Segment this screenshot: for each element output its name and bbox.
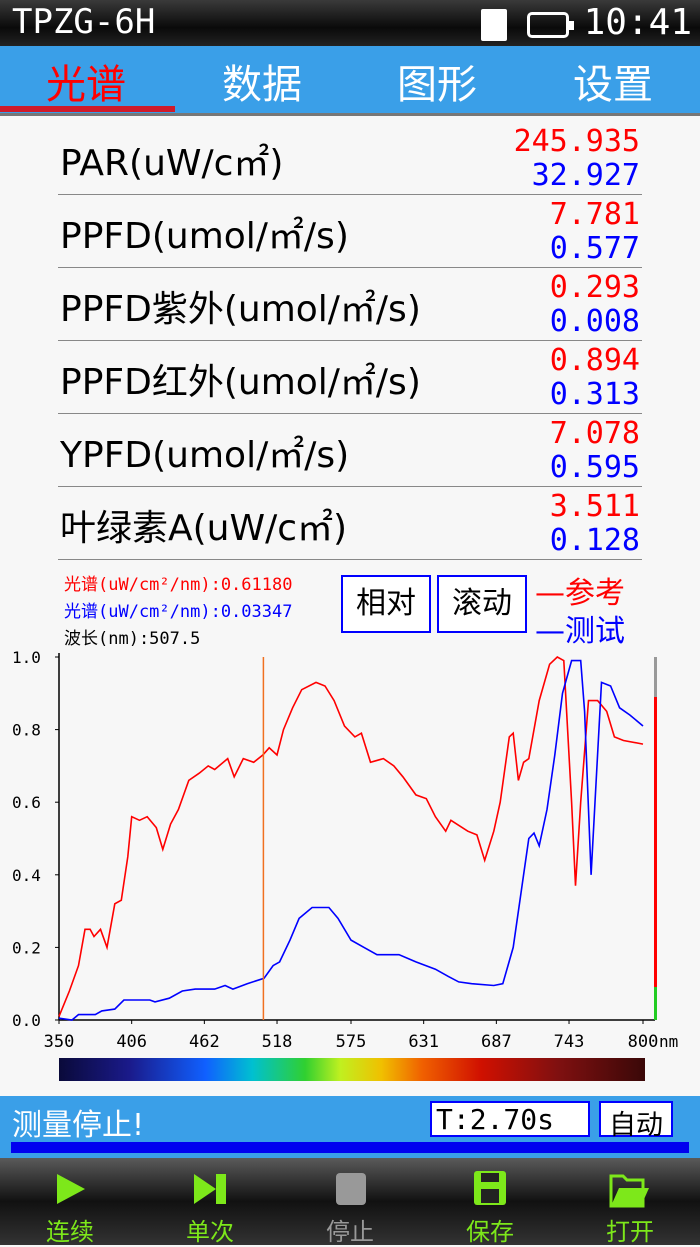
- scroll-indicator-mid: [654, 697, 657, 987]
- active-tab-indicator: [0, 106, 175, 112]
- legend-test: —测试: [535, 614, 625, 649]
- measurement-row: PAR(uW/c㎡) 245.935 32.927: [58, 122, 642, 195]
- x-tick-label: 406: [116, 1032, 147, 1052]
- reference-value: 0.894: [549, 343, 640, 378]
- stop-icon: [336, 1173, 366, 1205]
- y-tick-label: 0.8: [12, 721, 41, 740]
- battery-icon: [527, 12, 574, 38]
- open-button[interactable]: 打开: [570, 1158, 690, 1246]
- test-value: 0.595: [549, 450, 640, 485]
- x-tick-label: 743: [554, 1032, 585, 1052]
- save-label: 保存: [466, 1218, 514, 1246]
- measurement-row: PPFD红外(umol/㎡/s) 0.894 0.313: [58, 341, 642, 414]
- x-unit-label: nm: [659, 1032, 678, 1051]
- x-tick-label: 350: [44, 1032, 75, 1052]
- reference-value: 7.078: [549, 416, 640, 451]
- scroll-indicator-top: [654, 657, 657, 697]
- x-tick-label: 518: [262, 1032, 293, 1052]
- relative-button[interactable]: 相对: [341, 575, 431, 633]
- x-tick-label: 462: [189, 1032, 220, 1052]
- measurement-label: PAR(uW/c㎡): [60, 143, 284, 184]
- measurement-row: YPFD(umol/㎡/s) 7.078 0.595: [58, 414, 642, 487]
- test-value: 0.577: [549, 231, 640, 266]
- reference-value: 0.293: [549, 270, 640, 305]
- series-line-reference: [58, 656, 644, 1017]
- measurement-row: PPFD紫外(umol/㎡/s) 0.293 0.008: [58, 268, 642, 341]
- tab-data[interactable]: 数据: [222, 62, 302, 108]
- y-tick-label: 0.0: [12, 1011, 41, 1030]
- cursor-test-value: 光谱(uW/cm²/nm):0.03347: [64, 602, 293, 622]
- x-tick-label: 575: [336, 1032, 367, 1052]
- single-button[interactable]: 单次: [150, 1158, 270, 1246]
- series-line-test: [58, 659, 644, 1021]
- y-tick-label: 1.0: [12, 648, 41, 667]
- reference-value: 3.511: [549, 489, 640, 524]
- scroll-indicator-bottom: [654, 987, 657, 1020]
- spectrum-chart[interactable]: 0.0 0.2 0.4 0.6 0.8 1.0 350 406 462 518 575 631 687 7…: [0, 640, 700, 1090]
- continuous-button[interactable]: 连续: [10, 1158, 130, 1246]
- legend-reference: —参考: [535, 576, 625, 611]
- measurement-row: PPFD(umol/㎡/s) 7.781 0.577: [58, 195, 642, 268]
- step-icon: [194, 1174, 226, 1204]
- reference-value: 7.781: [549, 197, 640, 232]
- x-tick-label: 631: [408, 1032, 439, 1052]
- progress-bar: [11, 1142, 689, 1153]
- integration-time-field[interactable]: T:2.70s: [430, 1101, 590, 1137]
- stop-button[interactable]: 停止: [290, 1158, 410, 1246]
- reference-value: 245.935: [513, 124, 640, 159]
- save-button[interactable]: 保存: [430, 1158, 550, 1246]
- spectrum-color-bar: [59, 1058, 645, 1081]
- stop-label: 停止: [326, 1218, 374, 1246]
- status-bar: TPZG-6H 10:41: [0, 0, 700, 46]
- clock: 10:41: [583, 2, 692, 43]
- measurement-label: PPFD红外(umol/㎡/s): [60, 362, 421, 403]
- tab-bar: 光谱 数据 图形 设置: [0, 46, 700, 116]
- continuous-label: 连续: [46, 1218, 94, 1246]
- open-label: 打开: [606, 1218, 654, 1246]
- sd-card-icon: [481, 9, 507, 41]
- auto-mode-button[interactable]: 自动: [599, 1101, 673, 1141]
- y-tick-label: 0.6: [12, 793, 41, 812]
- measurement-label: PPFD(umol/㎡/s): [60, 216, 349, 257]
- measurement-label: PPFD紫外(umol/㎡/s): [60, 289, 421, 330]
- tab-settings[interactable]: 设置: [573, 62, 653, 108]
- measurement-label: 叶绿素A(uW/c㎡): [60, 508, 348, 549]
- test-value: 0.008: [549, 304, 640, 339]
- tab-graph[interactable]: 图形: [397, 62, 477, 108]
- x-tick-label: 687: [481, 1032, 512, 1052]
- test-value: 0.313: [549, 377, 640, 412]
- device-title: TPZG-6H: [12, 2, 156, 42]
- play-icon: [57, 1174, 85, 1204]
- measurement-row: 叶绿素A(uW/c㎡) 3.511 0.128: [58, 487, 642, 560]
- x-tick-label: 800: [628, 1032, 659, 1052]
- status-message: 测量停止!: [12, 1108, 145, 1143]
- measurement-label: YPFD(umol/㎡/s): [60, 435, 350, 476]
- y-tick-label: 0.2: [12, 938, 41, 957]
- cursor-reference-value: 光谱(uW/cm²/nm):0.61180: [64, 575, 293, 595]
- save-icon: [474, 1171, 506, 1205]
- y-tick-label: 0.4: [12, 866, 41, 885]
- single-label: 单次: [186, 1218, 234, 1246]
- test-value: 32.927: [531, 158, 640, 193]
- folder-open-icon: [609, 1174, 649, 1208]
- test-value: 0.128: [549, 523, 640, 558]
- tab-spectrum[interactable]: 光谱: [46, 62, 126, 108]
- status-panel: 测量停止! T:2.70s 自动: [0, 1096, 700, 1158]
- toolbar: 连续 单次 停止 保存 打开: [0, 1158, 700, 1246]
- cursor-wavelength: 波长(nm):507.5: [64, 629, 201, 649]
- scroll-button[interactable]: 滚动: [437, 575, 527, 633]
